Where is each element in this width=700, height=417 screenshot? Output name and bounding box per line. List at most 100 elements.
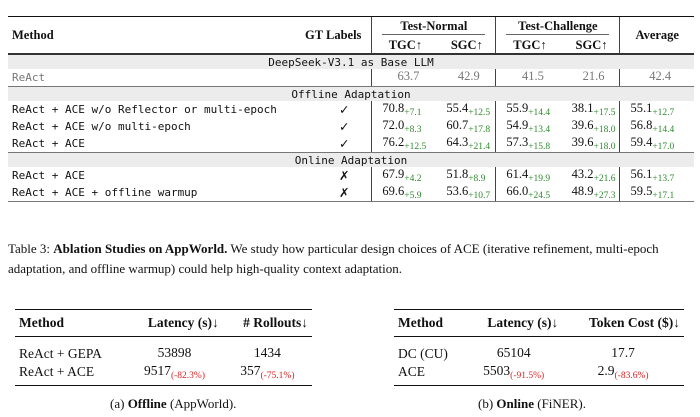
header-sgc: SGC↑ (563, 37, 620, 55)
header-cell: Latency (s)↓ (126, 309, 223, 337)
table-row: ReAct + GEPA 53898 1434 (15, 345, 312, 363)
latency-reduction: (-82.3%) (170, 371, 205, 381)
score-delta: +10.7 (468, 191, 491, 201)
score: 43.2 (571, 167, 594, 181)
score-delta: +12.7 (652, 108, 675, 118)
table-row: DC (CU) 65104 17.7 (394, 345, 684, 363)
score: 72.0 (382, 118, 405, 132)
header-method: Method (8, 16, 281, 55)
table-row: ReAct + ACE 9517(-82.3%) 357(-75.1%) (15, 363, 312, 386)
method-name: ReAct + ACE w/o Reflector or multi-epoch (12, 103, 277, 116)
gt-label: ✗ (280, 184, 372, 202)
score-delta: +27.3 (593, 191, 616, 201)
table-row: ReAct 63.7 42.9 41.5 21.6 42.4 (8, 69, 694, 87)
score: 42.4 (649, 69, 672, 83)
online-subcaption: (b) Online (FiNER). (478, 396, 586, 411)
gt-label: ✓ (280, 135, 372, 153)
table-caption: Table 3: Ablation Studies on AppWorld. W… (8, 241, 659, 276)
score-delta: +14.4 (528, 108, 551, 118)
header-test-normal: Test-Normal (382, 19, 486, 35)
header-cell: Method (15, 309, 127, 337)
score: 70.8 (382, 101, 405, 115)
score-delta: +7.1 (404, 108, 422, 118)
score: 41.5 (522, 69, 544, 83)
score-delta: +12.5 (468, 108, 491, 118)
secondary-value: 357 (240, 363, 261, 378)
online-cost-table: Method Latency (s)↓ Token Cost ($)↓ DC (CU)… (394, 309, 684, 386)
latency-reduction: (-91.5%) (510, 371, 545, 381)
method-name: ReAct + ACE (15, 363, 127, 386)
method-name: ReAct + GEPA (19, 346, 102, 361)
score-delta: +5.9 (404, 191, 422, 201)
score-delta: +15.8 (528, 142, 551, 152)
score-delta: +24.5 (528, 191, 551, 201)
section-header: Online Adaptation (8, 152, 694, 167)
score-delta: +21.4 (468, 142, 491, 152)
secondary-value: 1434 (253, 345, 281, 360)
method-name: ReAct + ACE + offline warmup (12, 186, 198, 199)
score-delta: +12.5 (404, 142, 427, 152)
method-name: ReAct (12, 71, 46, 84)
score: 55.9 (506, 101, 529, 115)
score-delta: +18.0 (593, 125, 616, 135)
score-delta: +17.1 (652, 191, 675, 201)
gt-label: ✓ (338, 119, 350, 134)
score: 60.7 (446, 118, 469, 132)
gt-label (280, 69, 372, 87)
score: 21.6 (582, 69, 605, 83)
header-cell: Method (394, 309, 466, 337)
section-header: DeepSeek-V3.1 as Base LLM (8, 54, 694, 69)
secondary-reduction: (-75.1%) (260, 371, 295, 381)
method-name: DC (CU) (398, 346, 448, 361)
score: 53.6 (446, 184, 469, 198)
gt-label: ✓ (338, 102, 350, 117)
score: 63.7 (397, 69, 420, 83)
score: 64.3 (446, 135, 469, 149)
score: 67.9 (382, 167, 405, 181)
method-name: ACE (394, 363, 466, 386)
section-header: Offline Adaptation (8, 86, 694, 101)
offline-cost-table: Method Latency (s)↓ # Rollouts↓ ReAct + GEP… (15, 309, 312, 386)
offline-subcaption: (a) Offline (AppWorld). (110, 396, 237, 411)
secondary-reduction: (-83.6%) (614, 371, 649, 381)
score: 76.2 (382, 135, 405, 149)
score: 57.3 (506, 135, 529, 149)
header-sgc: SGC↑ (438, 37, 496, 55)
score-delta: +13.7 (652, 174, 675, 184)
gt-label: ✗ (338, 168, 350, 183)
latency-value: 65104 (496, 345, 531, 360)
header-tgc: TGC↑ (495, 37, 564, 55)
header-average: Average (619, 16, 694, 55)
score-delta: +14.4 (652, 125, 675, 135)
secondary-value: 2.9 (597, 363, 615, 378)
header-test-challenge: Test-Challenge (506, 19, 610, 35)
header-tgc: TGC↑ (371, 37, 439, 55)
latency-value: 5503 (483, 363, 511, 378)
method-name: ReAct + ACE (12, 137, 85, 150)
score: 59.5 (630, 184, 653, 198)
score: 59.4 (630, 135, 653, 149)
latency-value: 9517 (143, 363, 171, 378)
score: 51.8 (446, 167, 469, 181)
score-delta: +18.0 (593, 142, 616, 152)
score: 55.4 (446, 101, 469, 115)
score: 61.4 (506, 167, 529, 181)
score-delta: +19.9 (528, 174, 551, 184)
header-cell: Token Cost ($)↓ (562, 309, 684, 337)
latency-value: 53898 (157, 345, 192, 360)
score-delta: +17.0 (652, 142, 675, 152)
score-delta: +21.6 (593, 174, 616, 184)
score-delta: +8.9 (468, 174, 486, 184)
secondary-value: 17.7 (611, 345, 635, 360)
score-delta: +17.8 (468, 125, 491, 135)
header-cell: # Rollouts↓ (222, 309, 312, 337)
score: 56.8 (630, 118, 653, 132)
score: 69.6 (382, 184, 405, 198)
score: 38.1 (571, 101, 594, 115)
table-row: ACE 5503(-91.5%) 2.9(-83.6%) (394, 363, 684, 386)
score: 39.6 (571, 118, 594, 132)
score-delta: +13.4 (528, 125, 551, 135)
score: 55.1 (630, 101, 653, 115)
table-row: ReAct + ACE w/o Reflector or multi-epoch… (8, 101, 694, 118)
header-gt-labels: GT Labels (280, 16, 372, 55)
